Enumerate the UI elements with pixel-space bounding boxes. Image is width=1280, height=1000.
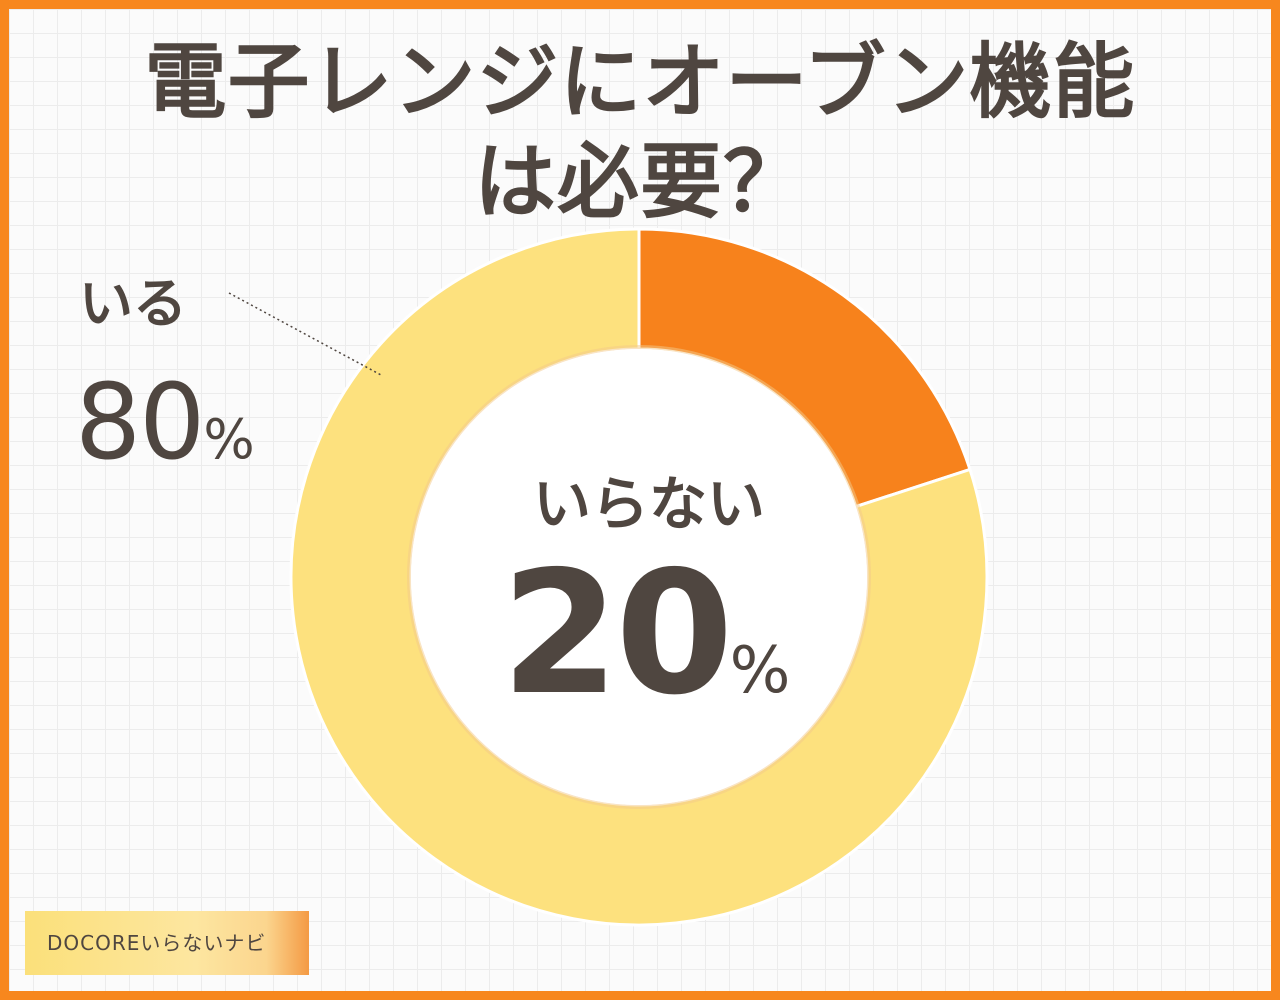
slice-label-iru: いる (79, 272, 187, 335)
value-iru-unit: % (203, 408, 255, 471)
slice-value-iru: 80% (75, 361, 255, 483)
slice-label-iranai: いらない (532, 470, 765, 538)
leader-line (228, 292, 382, 376)
title-line-2: は必要？ (473, 135, 806, 230)
value-iranai-unit: % (729, 634, 791, 708)
donut-chart (228, 227, 989, 927)
donut-hole (411, 349, 867, 805)
chart-title: 電子レンジにオーブン機能 は必要？ (9, 33, 1271, 233)
value-iranai-number: 20 (501, 535, 734, 733)
brand-logo: DOCOREいらないナビ (25, 911, 309, 975)
slice-value-iranai: 20% (501, 549, 790, 719)
donut-slices (289, 227, 989, 927)
title-line-1: 電子レンジにオーブン機能 (144, 35, 1136, 130)
donut-inner-ring (407, 345, 871, 809)
value-iru-number: 80 (75, 361, 205, 483)
